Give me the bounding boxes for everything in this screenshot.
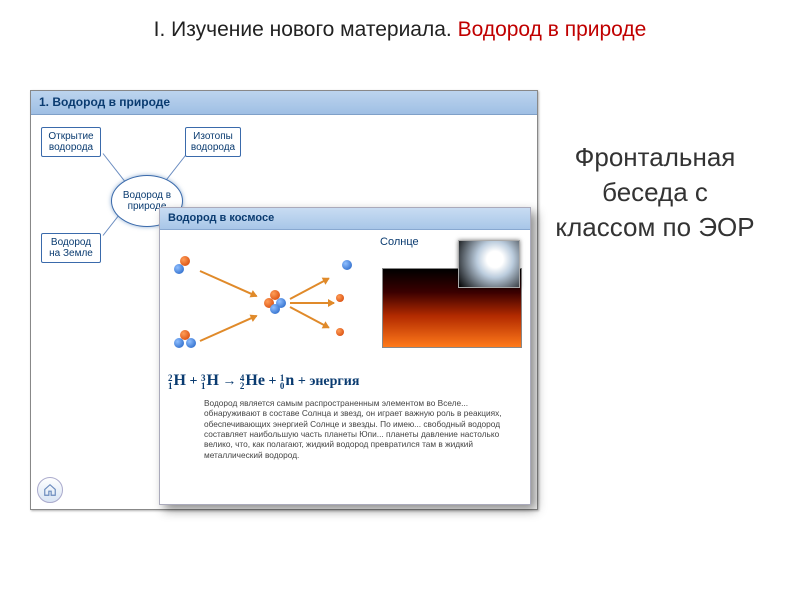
slide-title: I. Изучение нового материала. Водород в …	[0, 18, 800, 42]
eq-plus: +	[298, 374, 309, 389]
eq-term: 10n	[280, 374, 294, 389]
figure-header: 1. Водород в природе	[31, 91, 537, 115]
eq-plus: +	[189, 374, 200, 389]
description-text: Водород является самым распространенным …	[204, 398, 526, 460]
output-particle-1	[336, 294, 344, 302]
fusion-diagram	[168, 250, 368, 360]
concept-node-isotopes[interactable]: Изотопы водорода	[185, 127, 241, 157]
output-neutron	[336, 260, 358, 282]
fusion-arrow-0	[200, 270, 257, 297]
fusion-arrow-3	[290, 302, 334, 304]
reactant-0	[174, 256, 196, 278]
concept-edge	[164, 153, 187, 182]
eq-plus: +	[268, 374, 279, 389]
product	[264, 290, 286, 312]
fusion-arrow-1	[200, 315, 257, 342]
home-icon[interactable]	[37, 477, 63, 503]
concept-node-discovery[interactable]: Открытие водорода	[41, 127, 101, 157]
title-part1: I. Изучение нового материала.	[154, 18, 458, 41]
concept-edge	[103, 153, 126, 182]
eq-term: 21H	[168, 374, 186, 389]
space-panel: Водород в космосе Солнце 21H + 31H → 42H…	[159, 207, 531, 505]
figure-body: Водород в природеОткрытие водородаИзотоп…	[31, 115, 537, 509]
eq-term: 42He	[240, 374, 265, 389]
space-panel-body: Солнце 21H + 31H → 42He + 10n + энергия …	[160, 230, 530, 504]
output-particle-2	[336, 328, 344, 336]
eq-arrow: →	[222, 374, 240, 389]
title-part2: Водород в природе	[458, 18, 647, 41]
home-glyph	[43, 483, 57, 497]
side-line-2: беседа с	[540, 175, 770, 210]
reactant-1	[174, 330, 196, 352]
side-line-3: классом по ЭОР	[540, 210, 770, 245]
eq-word: энергия	[309, 374, 359, 389]
side-text: Фронтальная беседа с классом по ЭОР	[540, 140, 770, 245]
fusion-arrow-2	[290, 277, 330, 299]
fusion-equation: 21H + 31H → 42He + 10n + энергия	[168, 372, 359, 390]
sun-flare	[458, 240, 520, 288]
side-line-1: Фронтальная	[540, 140, 770, 175]
fusion-arrow-4	[290, 306, 330, 328]
concept-node-earth[interactable]: Водород на Земле	[41, 233, 101, 263]
figure-panel: 1. Водород в природе Водород в природеОт…	[30, 90, 538, 510]
sun-image	[382, 240, 522, 348]
eq-term: 31H	[201, 374, 219, 389]
space-panel-header: Водород в космосе	[160, 208, 530, 230]
